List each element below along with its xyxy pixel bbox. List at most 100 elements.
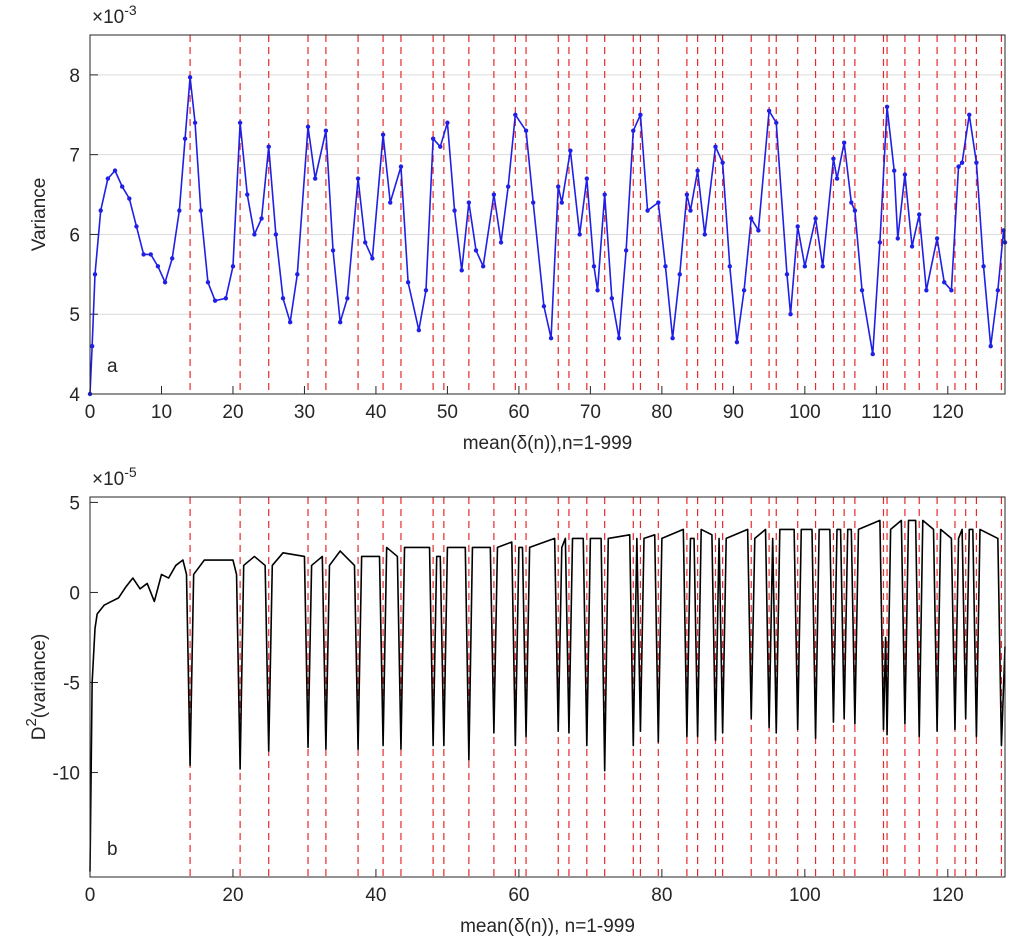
data-point <box>591 264 597 269</box>
data-point <box>870 351 875 357</box>
data-point <box>602 192 607 197</box>
data-point <box>330 248 336 253</box>
panel-label: a <box>107 356 118 377</box>
x-tick-label: 120 <box>932 402 964 423</box>
y-label-superscript: 2 <box>23 718 40 726</box>
data-point <box>548 335 554 341</box>
data-point <box>182 136 188 141</box>
data-point <box>541 304 547 309</box>
y-tick-label: -10 <box>53 764 80 785</box>
panel-label: b <box>107 839 118 860</box>
data-point <box>813 216 818 221</box>
data-point <box>112 168 118 173</box>
data-point <box>616 335 622 341</box>
y-label-suffix: (variance) <box>29 634 50 718</box>
axes-frame <box>89 34 1006 395</box>
axis-exponent: ×10-5 <box>92 464 137 490</box>
data-point <box>684 192 690 197</box>
data-point <box>820 264 825 269</box>
data-point <box>459 268 464 273</box>
data-point <box>273 232 279 237</box>
data-point <box>956 164 961 169</box>
data-point <box>230 264 236 269</box>
data-point <box>841 140 847 145</box>
data-point <box>974 160 979 165</box>
data-point <box>834 176 840 181</box>
exponent-power: -3 <box>124 2 137 18</box>
data-point <box>192 120 198 125</box>
data-point <box>695 168 700 173</box>
data-point <box>491 192 497 197</box>
data-point <box>170 256 175 261</box>
data-point <box>380 132 386 137</box>
y-axis-label: D2(variance) <box>23 634 50 741</box>
x-tick-label: 20 <box>222 885 243 906</box>
data-point <box>148 252 153 257</box>
data-point <box>134 224 139 229</box>
data-point <box>237 120 243 125</box>
exponent-base: ×10 <box>92 7 124 28</box>
data-point <box>205 280 211 285</box>
data-point <box>295 272 300 277</box>
data-point <box>127 196 132 201</box>
data-point <box>345 296 350 301</box>
x-tick-label: 10 <box>151 402 172 423</box>
data-point <box>568 148 573 153</box>
x-tick-label: 0 <box>85 885 96 906</box>
data-point <box>656 200 661 205</box>
data-point <box>212 298 218 303</box>
data-point <box>609 296 615 301</box>
data-point <box>727 264 732 269</box>
y-tick-label: 7 <box>69 146 80 167</box>
y-tick-label: 5 <box>69 493 80 514</box>
data-point <box>266 144 271 149</box>
y-label-main: D <box>29 727 50 741</box>
x-tick-label: 40 <box>365 885 386 906</box>
data-point <box>155 264 161 269</box>
data-line <box>89 519 1006 872</box>
axes-frame <box>89 496 1006 878</box>
data-point <box>223 296 229 301</box>
data-point <box>388 200 393 205</box>
data-point <box>98 208 103 213</box>
data-point <box>363 240 368 245</box>
data-point <box>370 256 375 261</box>
x-axis-label: mean(δ(n)),n=1-999 <box>463 433 633 454</box>
data-point <box>859 288 865 293</box>
data-point <box>788 312 793 317</box>
data-point <box>252 232 257 237</box>
x-tick-label: 80 <box>651 402 672 423</box>
x-tick-label: 50 <box>437 402 458 423</box>
data-point <box>688 208 693 213</box>
data-point <box>287 320 293 325</box>
y-tick-label: 5 <box>69 305 80 326</box>
y-tick-label: 6 <box>69 225 80 246</box>
x-tick-label: 110 <box>861 402 891 423</box>
data-point <box>720 160 725 165</box>
data-point <box>766 108 772 113</box>
x-tick-label: 0 <box>85 402 96 423</box>
x-tick-label: 100 <box>789 885 821 906</box>
data-point <box>795 224 800 229</box>
data-point <box>741 288 747 293</box>
data-point <box>784 272 790 277</box>
data-point <box>988 343 993 349</box>
data-point <box>162 280 168 285</box>
data-point <box>852 208 858 213</box>
data-point <box>749 216 754 221</box>
plot-area <box>90 497 1005 877</box>
data-point <box>523 128 529 133</box>
data-point <box>934 236 940 241</box>
data-point <box>398 164 404 169</box>
data-point <box>981 264 986 269</box>
data-point <box>556 184 561 189</box>
data-point <box>119 184 125 189</box>
data-point <box>645 208 650 213</box>
data-point <box>559 200 564 205</box>
x-tick-label: 70 <box>580 402 601 423</box>
data-point <box>355 176 361 181</box>
data-point <box>734 339 740 345</box>
y-tick-label: 0 <box>69 583 80 604</box>
plot-area <box>90 35 1005 394</box>
